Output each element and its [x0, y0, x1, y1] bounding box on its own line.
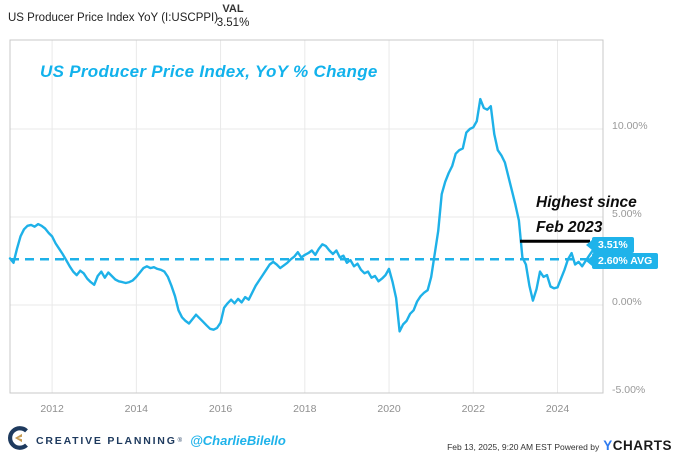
ycharts-logo-y: Y [603, 438, 613, 453]
timestamp-powered-by: Feb 13, 2025, 9:20 AM EST Powered by [447, 442, 600, 452]
creative-planning-logo-icon [7, 426, 31, 455]
ycharts-logo-charts: CHARTS [612, 438, 672, 453]
ppi-series-line [8, 97, 601, 333]
average-value-badge: 2.60% AVG [585, 253, 659, 270]
x-tick-label: 2018 [293, 403, 317, 415]
footer: CREATIVE PLANNING ® @CharlieBilello Feb 1… [0, 426, 680, 460]
x-tick-label: 2016 [208, 403, 233, 415]
y-tick-label: 0.00% [612, 296, 642, 308]
val-column-header: VAL [222, 3, 244, 15]
annotation-line2: Feb 2023 [536, 219, 603, 236]
y-tick-label: -5.00% [612, 384, 646, 396]
plot-border [9, 39, 604, 394]
registered-mark: ® [177, 437, 183, 444]
series-label: US Producer Price Index YoY (I:USCPPI) [8, 12, 219, 24]
y-tick-label: 5.00% [612, 208, 642, 221]
x-tick-label: 2014 [124, 403, 149, 415]
last-value-badge: 3.51% [586, 237, 634, 254]
last-value-badge-text: 3.51% [598, 239, 628, 252]
x-tick-label: 2022 [461, 403, 485, 415]
ycharts-logo: YCHARTS [603, 438, 672, 453]
chart-title: US Producer Price Index, YoY % Change [40, 62, 378, 81]
x-tick-label: 2012 [40, 403, 64, 415]
author-handle: @CharlieBilello [190, 433, 286, 448]
footer-brand-group: CREATIVE PLANNING ® @CharlieBilello [7, 426, 286, 455]
footer-attribution-group: Feb 13, 2025, 9:20 AM EST Powered by YCH… [447, 438, 672, 453]
y-tick-label: 10.00% [612, 120, 648, 133]
average-value-badge-text: 2.60% AVG [598, 255, 653, 268]
ppi-line-chart: US Producer Price Index, YoY % Change Hi… [8, 39, 659, 415]
plot-canvas [8, 39, 604, 394]
x-tick-label: 2024 [545, 403, 570, 415]
annotation-text: Highest since Feb 2023 [536, 190, 656, 240]
brand-name: CREATIVE PLANNING [36, 434, 177, 447]
val-column: VAL 3.51% [203, 3, 263, 29]
x-tick-label: 2020 [377, 403, 401, 415]
annotation-line1: Highest since [536, 194, 637, 211]
val-column-value: 3.51% [216, 17, 250, 29]
